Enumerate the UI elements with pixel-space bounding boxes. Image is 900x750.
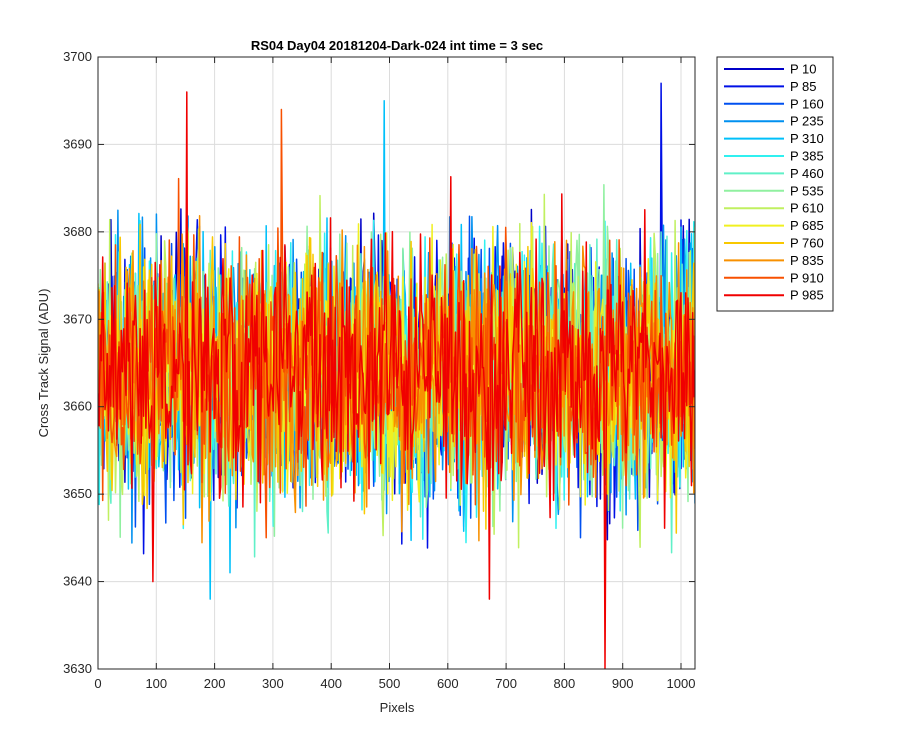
legend-item: P 985 [724, 288, 824, 303]
legend-label: P 760 [790, 236, 824, 251]
x-tick-label: 700 [495, 676, 517, 691]
legend-item: P 160 [724, 96, 824, 111]
legend-box [716, 56, 834, 312]
axes-box [97, 56, 696, 670]
x-tick-label: 0 [94, 676, 101, 691]
x-tick-label: 800 [554, 676, 576, 691]
legend-label: P 310 [790, 131, 824, 146]
x-tick-label: 500 [379, 676, 401, 691]
legend-label: P 10 [790, 62, 817, 77]
x-tick-label: 100 [145, 676, 167, 691]
legend-item: P 310 [724, 131, 824, 146]
legend-label: P 460 [790, 166, 824, 181]
legend-label: P 835 [790, 253, 824, 268]
x-tick-label: 600 [437, 676, 459, 691]
legend-item: P 85 [724, 79, 817, 94]
x-tick-label: 300 [262, 676, 284, 691]
legend-item: P 10 [724, 62, 817, 77]
legend-item: P 610 [724, 201, 824, 216]
legend-label: P 610 [790, 201, 824, 216]
legend-label: P 385 [790, 149, 824, 164]
y-tick-label: 3680 [63, 224, 92, 239]
legend-item: P 835 [724, 253, 824, 268]
y-tick-label: 3700 [63, 49, 92, 64]
legend-item: P 535 [724, 183, 824, 198]
legend-label: P 985 [790, 288, 824, 303]
legend-label: P 235 [790, 114, 824, 129]
legend-label: P 160 [790, 96, 824, 111]
series-line-p-835 [98, 215, 695, 544]
plot-area: 0 100 200 300 400 500 600 700 800 900 1000 3630 3640… [63, 49, 696, 691]
x-tick-label: 1000 [667, 676, 696, 691]
series-line-p-985 [98, 91, 695, 669]
legend-label: P 535 [790, 183, 824, 198]
x-axis-label: Pixels [380, 700, 415, 715]
legend-item: P 685 [724, 218, 824, 233]
legend-label: P 85 [790, 79, 817, 94]
y-tick-label: 3660 [63, 399, 92, 414]
y-tick-label: 3690 [63, 136, 92, 151]
y-tick-label: 3650 [63, 486, 92, 501]
legend-item: P 910 [724, 270, 824, 285]
series-lines [98, 82, 695, 669]
x-tick-label: 900 [612, 676, 634, 691]
y-axis-label: Cross Track Signal (ADU) [36, 289, 51, 438]
legend: P 10 P 85 P 160 P 235 P 310 P 385 P 460 P 535 P … [716, 56, 834, 312]
legend-items: P 10 P 85 P 160 P 235 P 310 P 385 P 460 P 535 P … [724, 62, 824, 303]
legend-item: P 385 [724, 149, 824, 164]
y-tick-label: 3670 [63, 311, 92, 326]
chart-title: RS04 Day04 20181204-Dark-024 int time = … [251, 38, 543, 53]
legend-item: P 235 [724, 114, 824, 129]
legend-label: P 685 [790, 218, 824, 233]
legend-item: P 460 [724, 166, 824, 181]
y-tick-label: 3630 [63, 661, 92, 676]
axis-ticks: 0 100 200 300 400 500 600 700 800 900 1000 3630 3640… [63, 49, 695, 691]
x-tick-label: 400 [320, 676, 342, 691]
legend-item: P 760 [724, 236, 824, 251]
y-tick-label: 3640 [63, 574, 92, 589]
legend-label: P 910 [790, 270, 824, 285]
x-tick-label: 200 [204, 676, 226, 691]
